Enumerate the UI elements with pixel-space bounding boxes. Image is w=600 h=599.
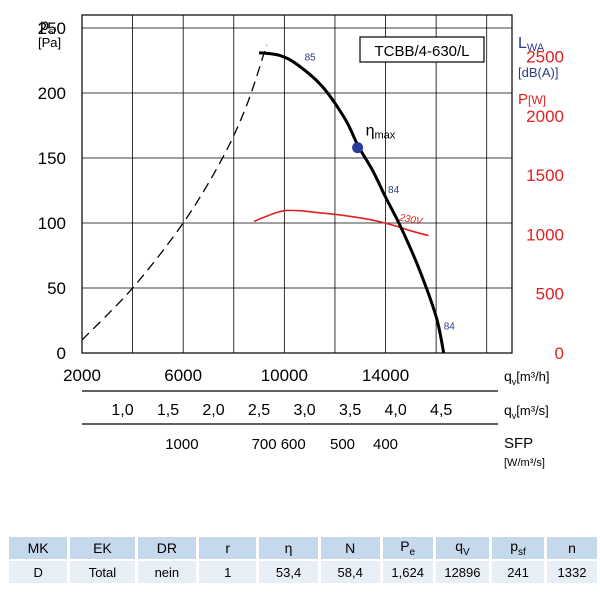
fan-performance-chart: psf [Pa] 0 50 100 150 200 250 LWA [dB(A)] P[W… xyxy=(38,14,564,469)
left-axis-unit: [Pa] xyxy=(38,35,61,50)
right-tick-label: 2000 xyxy=(526,107,564,126)
x-axis-m3s-tick-label: 3,0 xyxy=(293,402,315,419)
x-axis-m3s-tick-label: 1,0 xyxy=(111,402,133,419)
cell-dr: nein xyxy=(137,561,197,583)
header-r: r xyxy=(199,537,257,559)
model-label-box xyxy=(359,36,485,63)
left-tick-label: 150 xyxy=(38,149,66,168)
header-n-speed: n xyxy=(547,537,597,559)
x-axis-sfp-tick-label: 1000 xyxy=(165,436,198,453)
x-axis-m3h-tick-label: 14000 xyxy=(362,366,409,385)
noise-level-label: 84 xyxy=(388,185,400,196)
x-axis-sfp-tick-label: 400 xyxy=(373,436,398,453)
x-axis-m3h-tick-label: 2000 xyxy=(63,366,101,385)
x-axis-m3s-tick-label: 3,5 xyxy=(339,402,361,419)
cell-eta: 53,4 xyxy=(259,561,318,583)
power-label: P[W] xyxy=(518,91,546,108)
pressure-curve-unstable xyxy=(81,44,268,341)
x-axis-m3h-tick-labels: 2000 6000 10000 14000 xyxy=(63,366,409,385)
x-axis-sfp-label: SFP xyxy=(504,435,533,452)
header-mk: MK xyxy=(9,537,68,559)
x-axis-m3s-tick-label: 2,5 xyxy=(248,402,270,419)
right-tick-labels: 0 500 1000 1500 2000 2500 xyxy=(526,48,564,363)
eta-max-label: ηmax xyxy=(366,123,396,142)
cell-mk: D xyxy=(9,561,68,583)
noise-level-labels: 85 84 84 xyxy=(305,53,456,333)
x-axis-m3h-tick-label: 10000 xyxy=(261,366,308,385)
x-axis-m3h-label: qv[m³/h] xyxy=(504,368,550,387)
power-curve xyxy=(253,209,429,237)
cell-pe: 1,624 xyxy=(382,561,433,583)
x-axis-m3h-tick-label: 6000 xyxy=(164,366,202,385)
cell-r: 1 xyxy=(199,561,257,583)
right-tick-label: 1000 xyxy=(526,225,564,244)
x-axis-sfp-tick-label: 500 xyxy=(330,436,355,453)
pressure-curve xyxy=(258,51,446,354)
left-tick-label: 100 xyxy=(38,214,66,233)
left-tick-label: 0 xyxy=(57,344,66,363)
cell-n-level: 58,4 xyxy=(320,561,380,583)
cell-ek: Total xyxy=(70,561,135,583)
noise-level-label: 84 xyxy=(444,322,456,333)
grid-lines xyxy=(82,15,512,353)
x-axis-sfp-unit: [W/m³/s] xyxy=(504,457,545,469)
right-tick-label: 2500 xyxy=(526,48,564,67)
left-tick-label: 50 xyxy=(47,279,66,298)
header-qv: qV xyxy=(435,537,490,559)
power-series-label: 230V xyxy=(397,212,424,227)
left-axis-label: psf xyxy=(40,17,56,36)
cell-psf: 241 xyxy=(492,561,545,583)
model-label: TCBB/4-630/L xyxy=(374,43,469,60)
cell-qv: 12896 xyxy=(435,561,490,583)
header-psf: psf xyxy=(492,537,545,559)
right-tick-label: 0 xyxy=(555,344,564,363)
right-tick-label: 500 xyxy=(536,285,564,304)
right-tick-label: 1500 xyxy=(526,166,564,185)
eta-max-point xyxy=(352,142,364,154)
noise-level-label: 85 xyxy=(305,53,317,64)
x-axis-m3s-tick-labels: 1,0 1,5 2,0 2,5 3,0 3,5 4,0 4,5 xyxy=(111,402,452,419)
header-n-level: N xyxy=(320,537,380,559)
table-row: D Total nein 1 53,4 58,4 1,624 12896 241… xyxy=(9,561,597,583)
lwa-unit: [dB(A)] xyxy=(518,65,558,80)
cell-n-speed: 1332 xyxy=(547,561,597,583)
header-eta: η xyxy=(259,537,318,559)
x-axis-sfp-tick-labels: 1000 700 600 500 400 xyxy=(165,436,398,453)
x-axis-sfp-tick-label: 600 xyxy=(281,436,306,453)
left-tick-label: 200 xyxy=(38,84,66,103)
x-axis-m3s-tick-label: 2,0 xyxy=(202,402,224,419)
x-axis-m3s-tick-label: 4,0 xyxy=(385,402,407,419)
x-axis-m3s-label: qv[m³/s] xyxy=(504,402,549,421)
lwa-label: LWA xyxy=(518,35,545,54)
x-axis-sfp-tick-label: 700 xyxy=(252,436,277,453)
header-ek: EK xyxy=(70,537,135,559)
header-dr: DR xyxy=(137,537,197,559)
spec-table-header-row: MK EK DR r η N Pe qV psf n xyxy=(9,537,597,559)
plot-frame xyxy=(81,14,513,354)
header-pe: Pe xyxy=(382,537,433,559)
spec-table: MK EK DR r η N Pe qV psf n D Total nein … xyxy=(6,535,600,585)
left-tick-label: 250 xyxy=(38,19,66,38)
x-axis-m3s-tick-label: 1,5 xyxy=(157,402,179,419)
left-tick-labels: 0 50 100 150 200 250 xyxy=(38,19,66,363)
x-axis-m3s-tick-label: 4,5 xyxy=(430,402,452,419)
